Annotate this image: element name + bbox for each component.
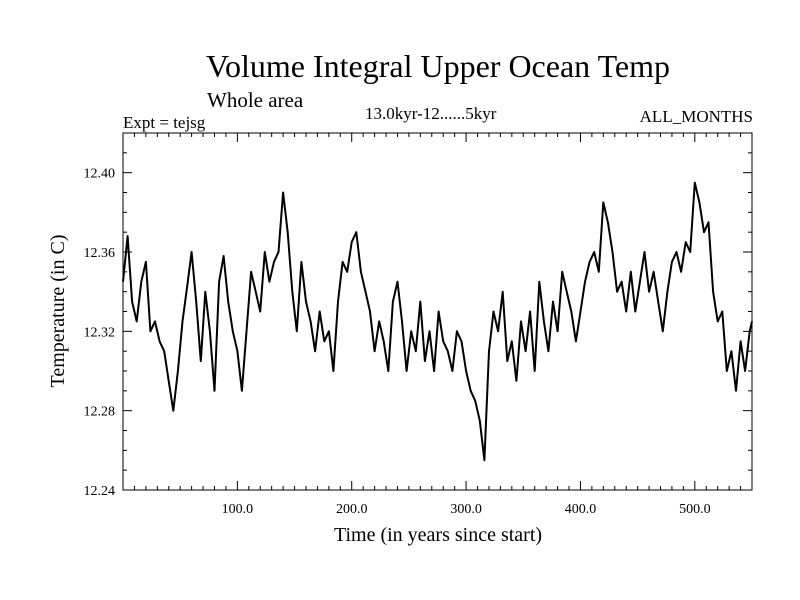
- series-layer: [122, 181, 753, 462]
- plot-frame: [122, 132, 753, 491]
- time-range-label: 13.0kyr-12......5kyr: [365, 104, 497, 123]
- y-axis-title: Temperature (in C): [47, 235, 69, 388]
- experiment-label: Expt = tejsg: [123, 113, 206, 132]
- x-tick-label: 500.0: [679, 502, 711, 517]
- x-tick-label: 300.0: [450, 502, 482, 517]
- y-tick-label: 12.32: [84, 325, 116, 340]
- y-tick-label: 12.28: [84, 405, 116, 420]
- y-tick-label: 12.36: [84, 246, 116, 261]
- months-label: ALL_MONTHS: [639, 107, 753, 126]
- x-tick-label: 400.0: [565, 502, 597, 517]
- y-tick-label: 12.24: [84, 484, 116, 499]
- labels-layer: 100.0 200.0 300.0 400.0 500.0 12.24 12.28 12.32…: [84, 167, 711, 517]
- series-line-tejsg: [122, 181, 753, 462]
- x-axis-title: Time (in years since start): [334, 524, 542, 546]
- chart-title: Volume Integral Upper Ocean Temp: [206, 48, 670, 84]
- ticks-layer: [123, 133, 752, 491]
- x-tick-label: 200.0: [336, 502, 368, 517]
- x-tick-label: 100.0: [222, 502, 254, 517]
- y-tick-label: 12.40: [84, 167, 116, 182]
- region-label: Whole area: [207, 88, 304, 112]
